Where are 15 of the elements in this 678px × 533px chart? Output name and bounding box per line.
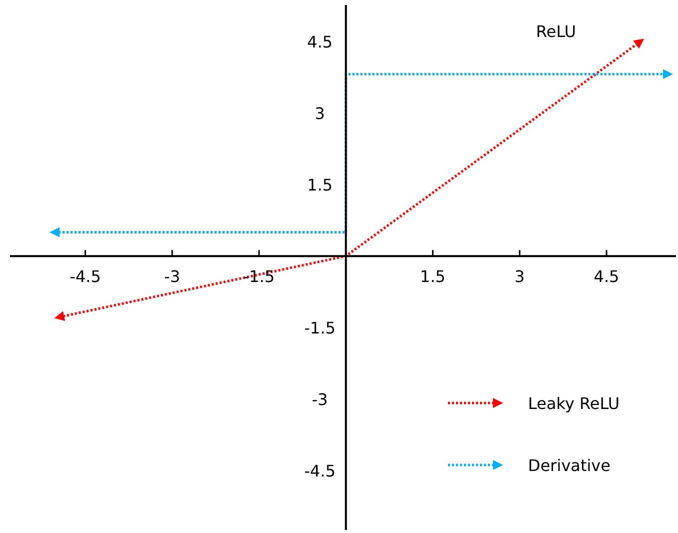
y-tick-label: -4.5 [304, 461, 336, 480]
x-tick-label: 4.5 [594, 267, 620, 286]
x-tick-label: -3 [164, 267, 180, 286]
x-tick-label: -4.5 [70, 267, 101, 286]
legend-label: Leaky ReLU [528, 394, 620, 413]
x-tick-label: -1.5 [243, 267, 275, 286]
y-tick-label: -3 [312, 390, 328, 409]
y-tick-label: 3 [314, 104, 325, 124]
y-tick-label: 4.5 [307, 32, 333, 52]
legend-label: Derivative [528, 456, 610, 475]
x-tick-label: 1.5 [420, 267, 446, 286]
text: ReLU [536, 22, 576, 41]
y-tick-label: -1.5 [304, 318, 336, 338]
x-tick-label: 3 [514, 267, 525, 286]
y-tick-label: 1.5 [307, 176, 333, 195]
